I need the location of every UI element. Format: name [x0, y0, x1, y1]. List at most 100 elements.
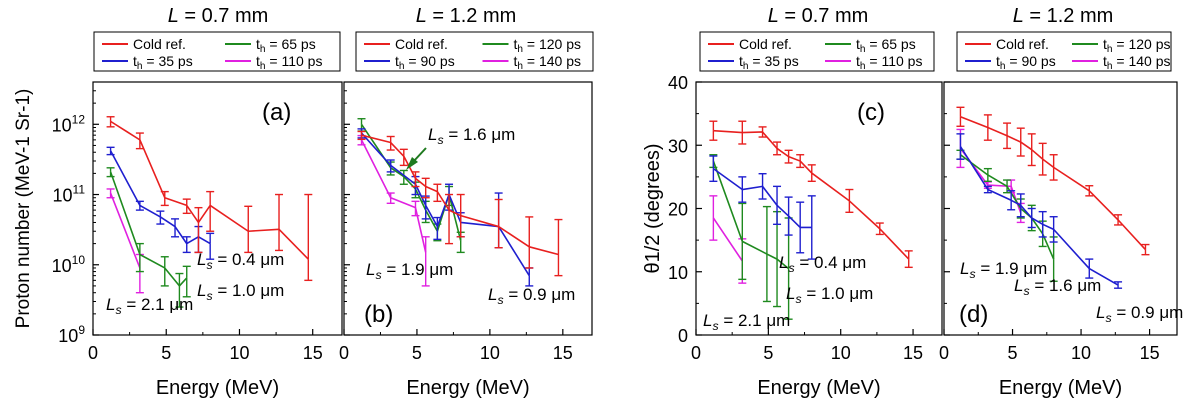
- x-tick-label: 15: [553, 343, 573, 363]
- x-tick-label: 15: [1140, 343, 1160, 363]
- y-tick-label: 40: [668, 73, 688, 93]
- panel-label: (a): [262, 99, 291, 126]
- y-tick-label: 20: [668, 200, 688, 220]
- y-axis-label: Proton number (MeV-1 Sr-1): [13, 89, 34, 329]
- x-tick-label: 5: [763, 343, 773, 363]
- x-tick-label: 0: [88, 343, 98, 363]
- annotation-label: Ls = 1.9 μm: [366, 260, 453, 282]
- y-tick-label: 10: [668, 263, 688, 283]
- series-2: [106, 167, 191, 308]
- series-0: [956, 106, 1150, 256]
- series-line: [360, 139, 427, 253]
- legend-label: Cold ref.: [739, 36, 792, 52]
- panel-title: L = 1.2 mm: [1013, 5, 1114, 27]
- x-tick-label: 10: [1071, 343, 1091, 363]
- series-0: [357, 130, 563, 277]
- legend-label: th = 90 ps: [996, 53, 1056, 72]
- series-1: [709, 155, 816, 260]
- x-tick-label: 10: [831, 343, 851, 363]
- legend-label: th = 35 ps: [739, 53, 799, 72]
- x-tick-label: 5: [161, 343, 171, 363]
- panel-title: L = 1.2 mm: [416, 5, 517, 27]
- series-3: [709, 195, 747, 284]
- panel-label: (b): [364, 301, 393, 328]
- annotation-label: Ls = 1.6 μm: [428, 125, 515, 147]
- legend-label: th = 110 ps: [856, 53, 922, 72]
- x-axis-label: Energy (MeV): [406, 377, 529, 399]
- legend-label: Cold ref.: [133, 36, 186, 52]
- x-axis-label: Energy (MeV): [999, 377, 1122, 399]
- y-tick-label: 109: [58, 323, 85, 346]
- x-tick-label: 15: [303, 343, 323, 363]
- x-tick-label: 10: [229, 343, 249, 363]
- legend-box: [956, 31, 1172, 72]
- annotation-label: Ls = 0.9 μm: [1096, 303, 1183, 325]
- y-axis-label: θ1/2 (degrees): [642, 143, 664, 273]
- legend-label: th = 65 ps: [856, 36, 916, 55]
- x-tick-label: 0: [339, 343, 349, 363]
- series-line: [712, 217, 743, 262]
- plot-frame: [343, 81, 593, 336]
- plot-frame: [943, 81, 1178, 336]
- legend-box: [699, 31, 935, 72]
- x-axis-label: Energy (MeV): [757, 377, 880, 399]
- annotation-label: Ls = 1.0 μm: [786, 284, 873, 306]
- legend-label: th = 110 ps: [256, 53, 322, 72]
- x-axis-label: Energy (MeV): [156, 377, 279, 399]
- y-tick-label: 1011: [53, 183, 86, 206]
- x-tick-label: 5: [412, 343, 422, 363]
- series-0: [106, 116, 313, 282]
- series-line: [713, 129, 910, 260]
- legend-label: th = 140 ps: [514, 53, 582, 72]
- legend-label: th = 120 ps: [1103, 36, 1171, 55]
- panel-a: L = 0.7 mm 0 5 10 15 Energy (MeV) 109 1010 1011 1…: [13, 5, 343, 399]
- series-3: [106, 188, 144, 294]
- annotation-label: Ls = 0.4 μm: [197, 250, 284, 272]
- y-tick-label: 1010: [52, 253, 86, 276]
- x-tick-label: 15: [903, 343, 923, 363]
- legend-label: th = 140 ps: [1103, 53, 1171, 72]
- panel-label: (c): [857, 99, 885, 126]
- series-0: [709, 120, 913, 269]
- annotation-label: Ls = 1.6 μm: [1014, 276, 1101, 298]
- annotation-label: Ls = 1.9 μm: [960, 259, 1047, 281]
- annotation-label: Ls = 0.4 μm: [779, 253, 866, 275]
- legend-label: Cold ref.: [395, 36, 448, 52]
- annotation-label: Ls = 0.9 μm: [488, 285, 575, 307]
- series-line: [959, 154, 1055, 260]
- annotation-label: Ls = 2.1 μm: [106, 295, 193, 317]
- plot-frame: [92, 81, 343, 336]
- y-tick-label: 0: [678, 326, 688, 346]
- legend-box: [93, 31, 341, 72]
- annotation-arrowhead: [406, 157, 418, 170]
- series-line: [960, 116, 1147, 251]
- legend-box: [355, 31, 594, 72]
- series-1: [956, 133, 1123, 289]
- x-tick-label: 5: [1008, 343, 1018, 363]
- annotation-label: Ls = 2.1 μm: [703, 311, 790, 333]
- x-tick-label: 0: [691, 343, 701, 363]
- annotation-label: Ls = 1.0 μm: [197, 281, 284, 303]
- y-tick-label: 30: [668, 136, 688, 156]
- series-3: [357, 134, 430, 287]
- panel-label: (d): [959, 301, 988, 328]
- series-2: [709, 154, 793, 320]
- x-tick-label: 0: [939, 343, 949, 363]
- panel-c: L = 0.7 mm 0 5 10 15 Energy (MeV) 0 10 20 30 40 θ1/…: [642, 5, 943, 399]
- legend-label: Cold ref.: [996, 36, 1049, 52]
- y-tick-label: 1012: [52, 112, 86, 135]
- series-line: [109, 192, 141, 269]
- panel-title: L = 0.7 mm: [768, 5, 869, 27]
- legend-label: th = 65 ps: [256, 36, 316, 55]
- x-tick-label: 10: [480, 343, 500, 363]
- legend-label: th = 90 ps: [395, 53, 455, 72]
- panel-title: L = 0.7 mm: [168, 5, 269, 27]
- legend-label: th = 120 ps: [514, 36, 582, 55]
